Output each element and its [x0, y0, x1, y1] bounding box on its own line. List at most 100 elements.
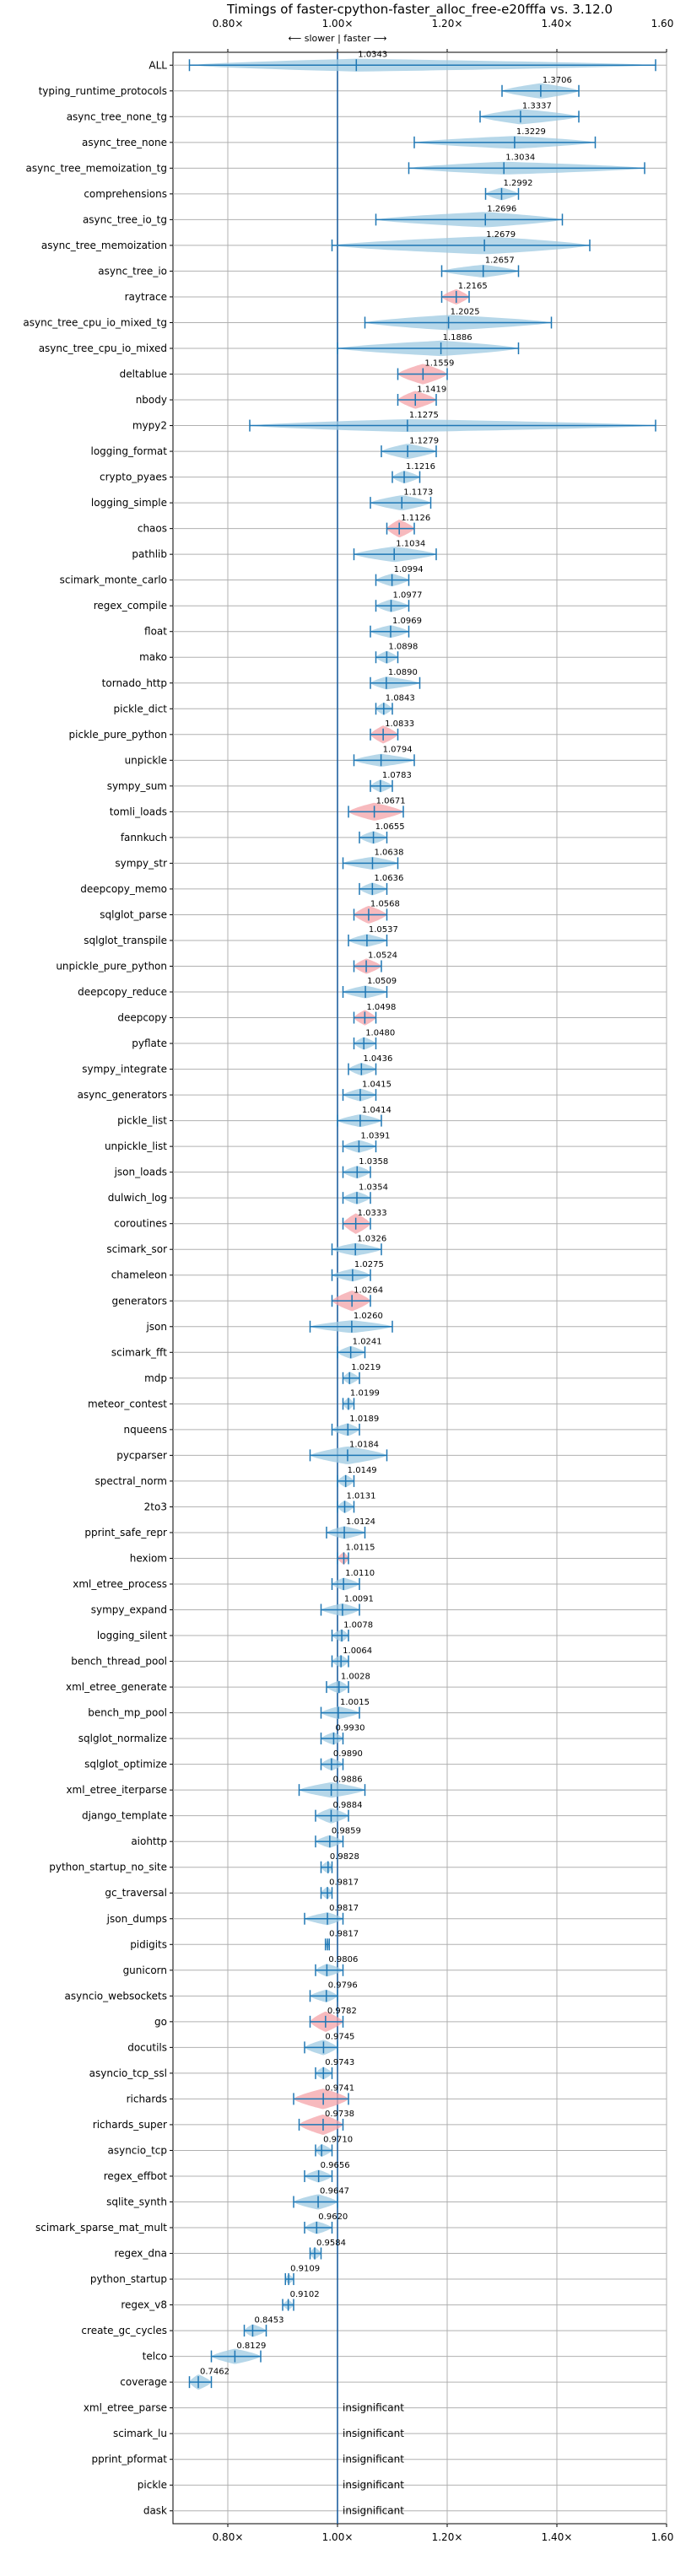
y-tick-label: docutils: [127, 2041, 167, 2053]
value-label: 1.0890: [388, 668, 418, 677]
y-tick-label: asyncio_websockets: [65, 1990, 167, 2002]
y-tick-label: scimark_monte_carlo: [60, 574, 167, 586]
y-tick-label: go: [154, 2016, 167, 2028]
y-tick-label: mdp: [144, 1372, 167, 1384]
y-tick-label: create_gc_cycles: [81, 2325, 167, 2336]
y-tick-label: sympy_expand: [91, 1604, 167, 1616]
y-tick-label: meteor_contest: [88, 1398, 167, 1409]
value-label: 1.0260: [354, 1312, 383, 1321]
value-label: 1.0568: [370, 900, 400, 909]
y-tick-label: pickle_list: [117, 1115, 167, 1127]
direction-label: ⟵ slower | faster ⟶: [289, 33, 387, 44]
value-label: 0.9102: [290, 2290, 320, 2299]
value-label: 1.2992: [503, 179, 532, 188]
value-label: 1.1559: [424, 359, 454, 369]
y-tick-label: scimark_lu: [113, 2428, 167, 2439]
y-tick-label: json: [145, 1321, 167, 1333]
y-tick-label: scimark_sparse_mat_mult: [35, 2222, 167, 2234]
y-tick-label: xml_etree_parse: [84, 2402, 167, 2414]
y-tick-label: regex_v8: [121, 2299, 167, 2311]
value-label: 1.0843: [386, 694, 415, 703]
y-tick-label: asyncio_tcp_ssl: [89, 2067, 167, 2079]
value-label: 1.0115: [345, 1544, 375, 1553]
value-label: 1.0783: [382, 771, 412, 780]
plot-area: 0.80× 0.80× 1.00× 1.00× 1.20× 1.20× 1.40× 1.40×…: [23, 18, 675, 2543]
y-tick-label: nqueens: [124, 1424, 167, 1436]
y-tick-label: richards: [127, 2093, 167, 2104]
value-label: 1.0391: [360, 1131, 390, 1140]
value-label: 1.0241: [353, 1338, 382, 1347]
value-label: 0.9817: [329, 1930, 359, 1939]
y-tick-label: aiohttp: [131, 1835, 167, 1847]
y-tick-label: coverage: [120, 2376, 167, 2388]
value-label: 1.3229: [516, 127, 546, 137]
value-label: 1.0655: [375, 822, 405, 832]
y-tick-label: unpickle_pure_python: [56, 960, 167, 972]
y-tick-label: pprint_safe_repr: [84, 1527, 167, 1539]
value-label: 1.1034: [396, 539, 425, 548]
y-tick-label: python_startup: [90, 2273, 167, 2285]
value-label: 0.9859: [332, 1826, 361, 1835]
value-label: 1.0480: [365, 1028, 395, 1037]
y-tick-label: async_tree_io: [98, 265, 167, 277]
y-tick-label: python_startup_no_site: [49, 1862, 167, 1873]
value-label: 0.9647: [320, 2187, 349, 2196]
value-label: 1.0219: [351, 1363, 381, 1372]
insignificant-label: insignificant: [343, 2454, 404, 2466]
y-tick-label: crypto_pyaes: [100, 472, 167, 483]
value-label: 0.9782: [327, 2007, 357, 2016]
value-label: 1.0354: [359, 1183, 388, 1192]
y-tick-label: unpickle_list: [105, 1140, 167, 1152]
value-label: 1.3034: [505, 154, 535, 163]
value-label: 1.0333: [358, 1209, 387, 1218]
y-tick-label: async_generators: [78, 1089, 167, 1101]
value-label: 1.2165: [458, 282, 488, 291]
value-label: 1.2696: [487, 205, 516, 214]
value-label: 1.0091: [344, 1595, 374, 1604]
y-tick-label: logging_simple: [91, 497, 167, 509]
y-tick-label: deltablue: [120, 369, 167, 380]
y-tick-label: gc_traversal: [105, 1887, 167, 1899]
value-label: 1.0636: [374, 874, 403, 883]
value-label: 1.0149: [348, 1466, 377, 1475]
value-label: 1.1216: [406, 462, 435, 472]
y-tick-label: sqlglot_parse: [100, 908, 167, 920]
y-tick-label: sympy_sum: [107, 780, 167, 792]
y-tick-label: coroutines: [114, 1218, 167, 1230]
y-tick-label: json_loads: [114, 1167, 167, 1178]
y-tick-label: django_template: [82, 1810, 167, 1822]
value-label: 1.3337: [522, 102, 552, 111]
value-label: 1.0275: [354, 1260, 384, 1269]
y-tick-label: pickle_dict: [114, 703, 168, 714]
value-label: 1.0671: [376, 797, 406, 806]
value-label: 0.9656: [321, 2161, 350, 2170]
value-label: 1.0969: [392, 617, 422, 626]
y-tick-label: hexiom: [130, 1552, 167, 1564]
value-label: 0.9109: [290, 2264, 320, 2273]
y-tick-label: nbody: [136, 394, 167, 406]
value-label: 1.0189: [349, 1415, 379, 1424]
y-tick-label: bench_thread_pool: [71, 1656, 167, 1668]
y-tick-label: asyncio_tcp: [107, 2144, 167, 2156]
value-label: 1.0028: [341, 1672, 370, 1681]
y-tick-label: bench_mp_pool: [88, 1707, 167, 1719]
insignificant-label: insignificant: [343, 2402, 404, 2414]
y-tick-label: regex_compile: [94, 600, 167, 612]
y-tick-label: tomli_loads: [110, 806, 167, 817]
y-tick-label: logging_silent: [97, 1630, 167, 1641]
y-tick-label: raytrace: [125, 291, 167, 303]
value-label: 1.0415: [362, 1080, 392, 1089]
chart-title: Timings of faster-cpython-faster_alloc_f…: [226, 2, 613, 18]
value-label: 0.9886: [333, 1775, 363, 1784]
y-tick-label: xml_etree_iterparse: [66, 1784, 167, 1796]
y-tick-label: chameleon: [111, 1269, 167, 1281]
y-tick-label: pickle: [138, 2479, 167, 2491]
value-label: 1.0509: [367, 977, 397, 986]
value-label: 0.9584: [316, 2239, 346, 2248]
y-tick-label: pycparser: [116, 1449, 167, 1461]
insignificant-label: insignificant: [343, 2428, 404, 2439]
value-label: 0.9930: [335, 1723, 364, 1733]
value-label: 0.9745: [325, 2033, 354, 2042]
y-tick-label: comprehensions: [84, 188, 167, 200]
